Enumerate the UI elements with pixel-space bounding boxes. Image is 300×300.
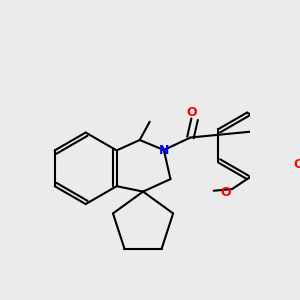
Text: O: O [294,158,300,171]
Text: N: N [159,144,169,157]
Text: O: O [187,106,197,119]
Text: O: O [220,186,231,199]
